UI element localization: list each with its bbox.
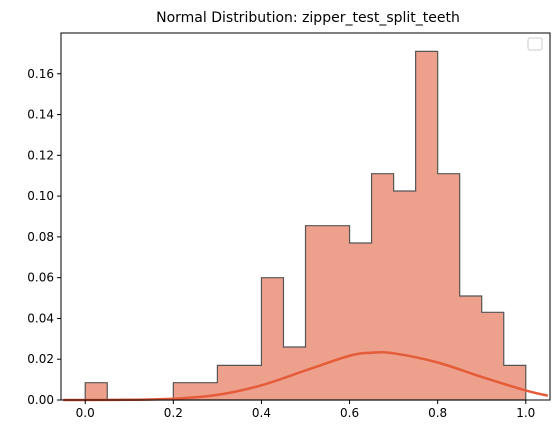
- plot-area-frame: [60, 32, 551, 401]
- chart-title: Normal Distribution: zipper_test_split_t…: [156, 10, 460, 26]
- x-axis-ticks: 0.0 0.2 0.4 0.6 0.8 1.0: [76, 400, 535, 420]
- y-tick-label: 0.12: [27, 148, 54, 162]
- x-tick-label: 0.0: [76, 406, 95, 420]
- y-tick-label: 0.00: [27, 393, 54, 407]
- y-tick-label: 0.10: [27, 189, 54, 203]
- x-tick-label: 0.4: [252, 406, 271, 420]
- x-tick-label: 0.8: [428, 406, 447, 420]
- y-axis-ticks: 0.00 0.02 0.04 0.06 0.08 0.10 0.12 0.14 0.16: [27, 67, 61, 407]
- x-tick-label: 0.6: [340, 406, 359, 420]
- y-tick-label: 0.16: [27, 67, 54, 81]
- y-tick-label: 0.14: [27, 108, 54, 122]
- y-tick-label: 0.08: [27, 230, 54, 244]
- x-tick-label: 1.0: [516, 406, 535, 420]
- y-tick-label: 0.04: [27, 311, 54, 325]
- y-tick-label: 0.02: [27, 352, 54, 366]
- histogram-bars: [63, 50, 527, 401]
- y-tick-label: 0.06: [27, 271, 54, 285]
- histogram-step-area: [63, 50, 527, 401]
- legend-box: [527, 37, 543, 51]
- x-tick-label: 0.2: [164, 406, 183, 420]
